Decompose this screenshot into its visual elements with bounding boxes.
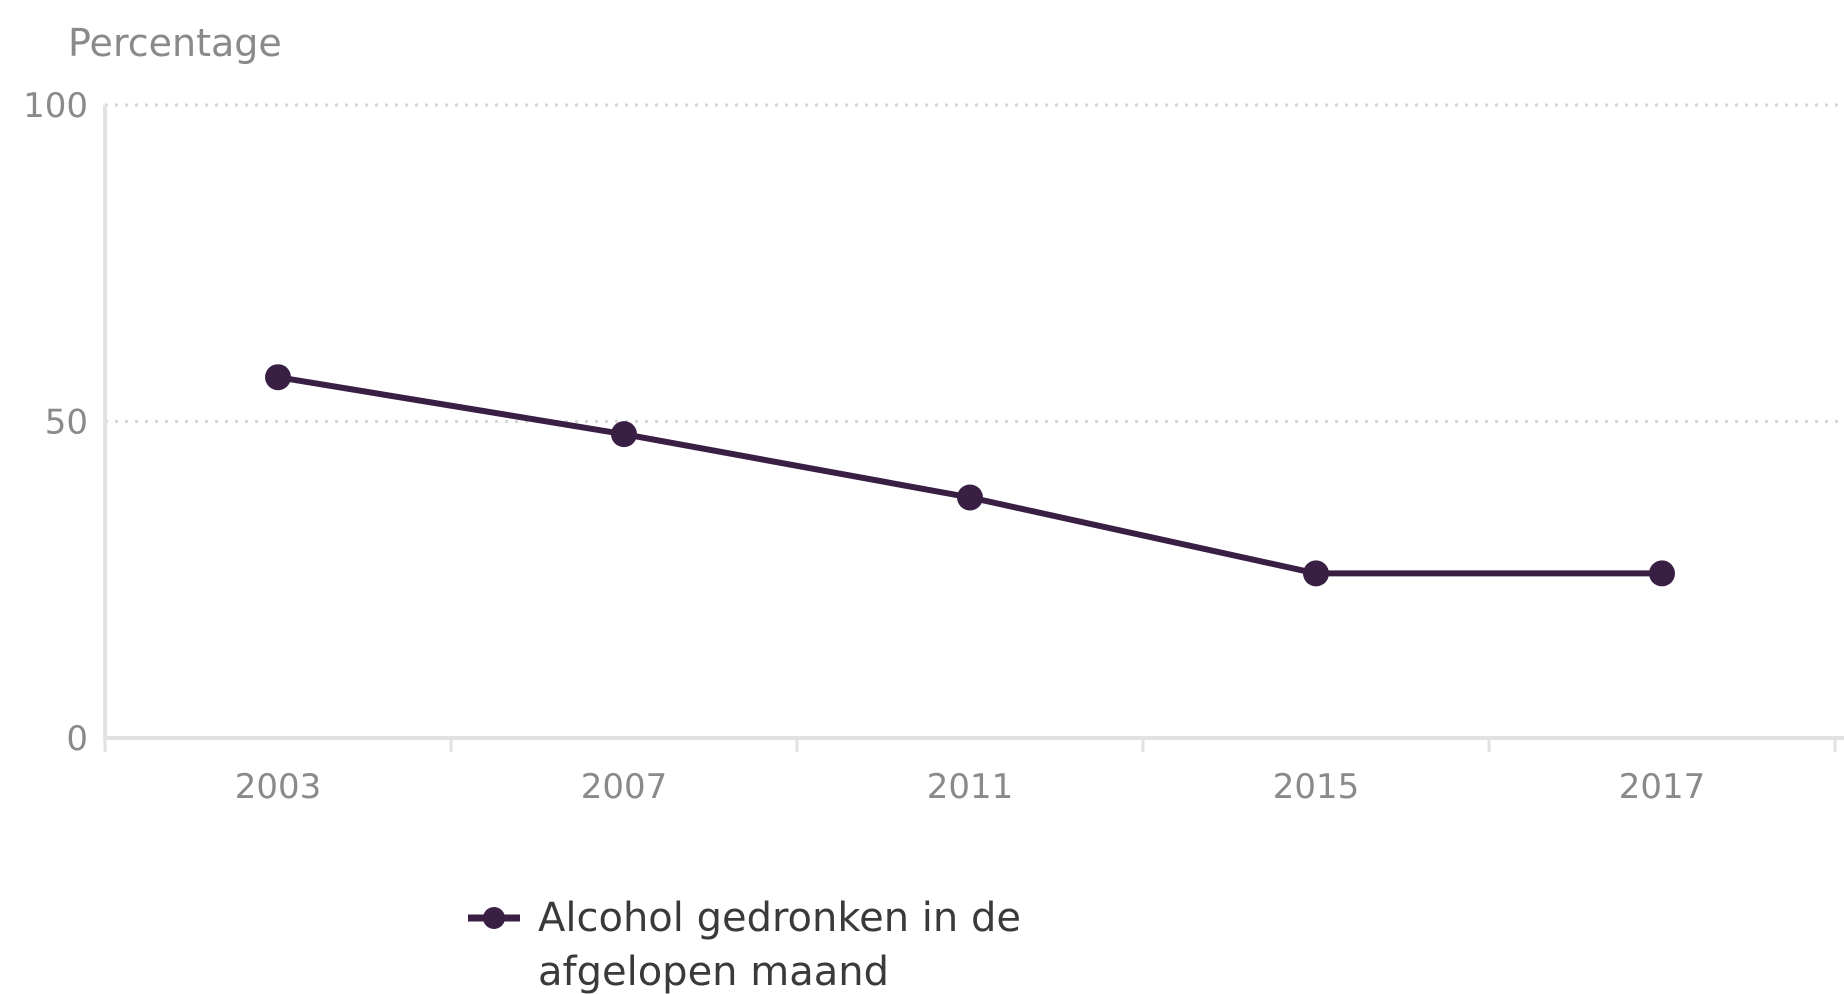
legend-label-line-2: afgelopen maand [538,949,889,994]
axes [103,105,1844,740]
series-line [275,374,1665,577]
x-tick-label-2007: 2007 [581,767,668,807]
x-ticks: 2003 2007 2011 2015 2017 [103,738,1837,807]
legend-label-line-1: Alcohol gedronken in de [538,895,1021,941]
gridlines [105,103,1844,423]
x-tick-label-2017: 2017 [1619,767,1706,807]
y-tick-label-100: 100 [23,86,88,126]
legend-dot-marker [483,907,505,929]
series-group [265,364,1675,587]
y-axis-title: Percentage [68,21,282,65]
legend[interactable]: Alcohol gedronken in de afgelopen maand [468,895,1021,994]
y-ticks: 0 50 100 [23,86,88,759]
x-tick-label-2003: 2003 [235,767,322,807]
data-point-2003[interactable] [265,364,291,391]
data-point-2015[interactable] [1303,560,1329,587]
data-point-2017[interactable] [1649,560,1675,587]
y-tick-label-50: 50 [45,403,88,443]
x-tick-label-2015: 2015 [1273,767,1360,807]
data-point-2011[interactable] [957,484,983,511]
y-tick-label-0: 0 [66,719,88,759]
x-tick-label-2011: 2011 [927,767,1014,807]
data-point-2007[interactable] [611,421,637,448]
